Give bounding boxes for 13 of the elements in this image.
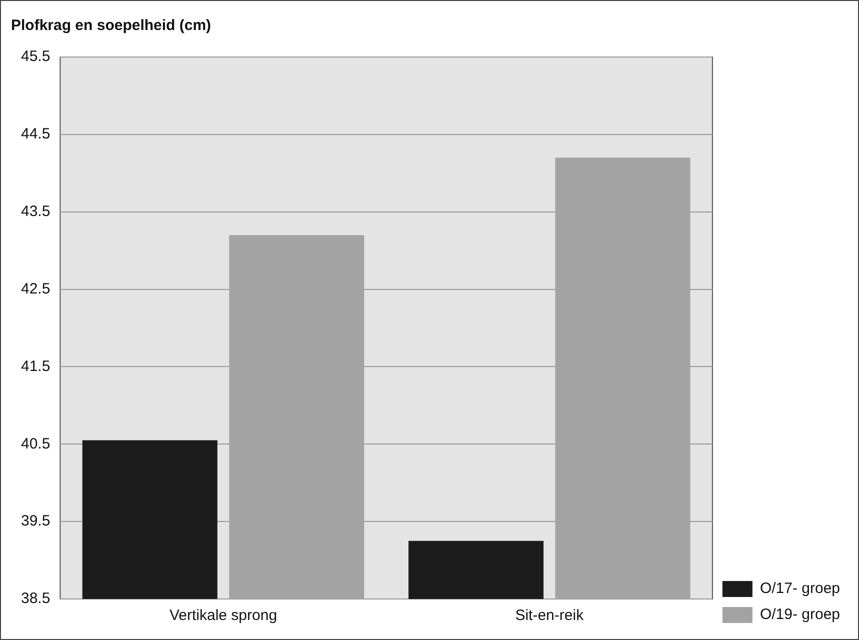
y-tick-label: 41.5	[20, 358, 50, 375]
x-tick-label: Sit-en-reik	[515, 607, 584, 624]
legend-label: O/19- groep	[760, 606, 840, 624]
y-tick-label: 38.5	[20, 590, 50, 608]
y-tick-label: 39.5	[20, 512, 50, 530]
x-tick-label: Vertikale sprong	[169, 607, 278, 624]
y-tick-label: 45.5	[20, 48, 50, 66]
y-tick-label: 44.5	[20, 126, 50, 143]
y-tick-label: 43.5	[20, 203, 50, 220]
legend-label: O/17- groep	[760, 580, 840, 598]
y-tick-label: 40.5	[20, 435, 50, 452]
chart-title: Plofkrag en soepelheid (cm)	[11, 17, 212, 34]
y-tick-label: 42.5	[20, 280, 50, 298]
